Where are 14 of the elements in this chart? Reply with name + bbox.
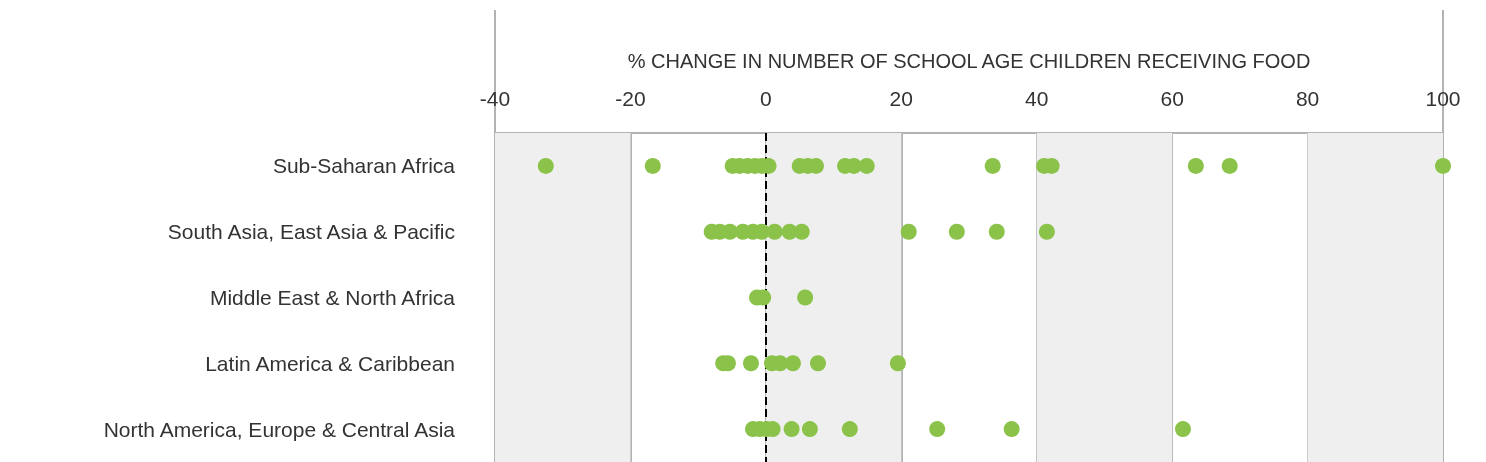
x-tick-label: 80 (1295, 87, 1320, 110)
y-tick-label: Sub-Saharan Africa (272, 154, 456, 178)
x-tick-label: 60 (1160, 87, 1184, 110)
x-tick-label: 20 (889, 87, 913, 110)
y-tick-label: Middle East & North Africa (209, 286, 456, 309)
x-tick-label: -40 (479, 87, 511, 110)
x-axis-title: % CHANGE IN NUMBER OF SCHOOL AGE CHILDREN RECEIVING FOOD (627, 50, 1311, 72)
y-tick-label: Latin America & Caribbean (205, 351, 455, 375)
y-tick-label: North America, Europe & Central Asia (103, 417, 456, 441)
y-tick-label: South Asia, East Asia & Pacific (167, 220, 455, 244)
x-tick-label: 0 (760, 87, 772, 110)
x-tick-label: 40 (1025, 87, 1049, 110)
x-tick-label: -20 (615, 87, 646, 110)
x-tick-label: 100 (1425, 87, 1461, 110)
